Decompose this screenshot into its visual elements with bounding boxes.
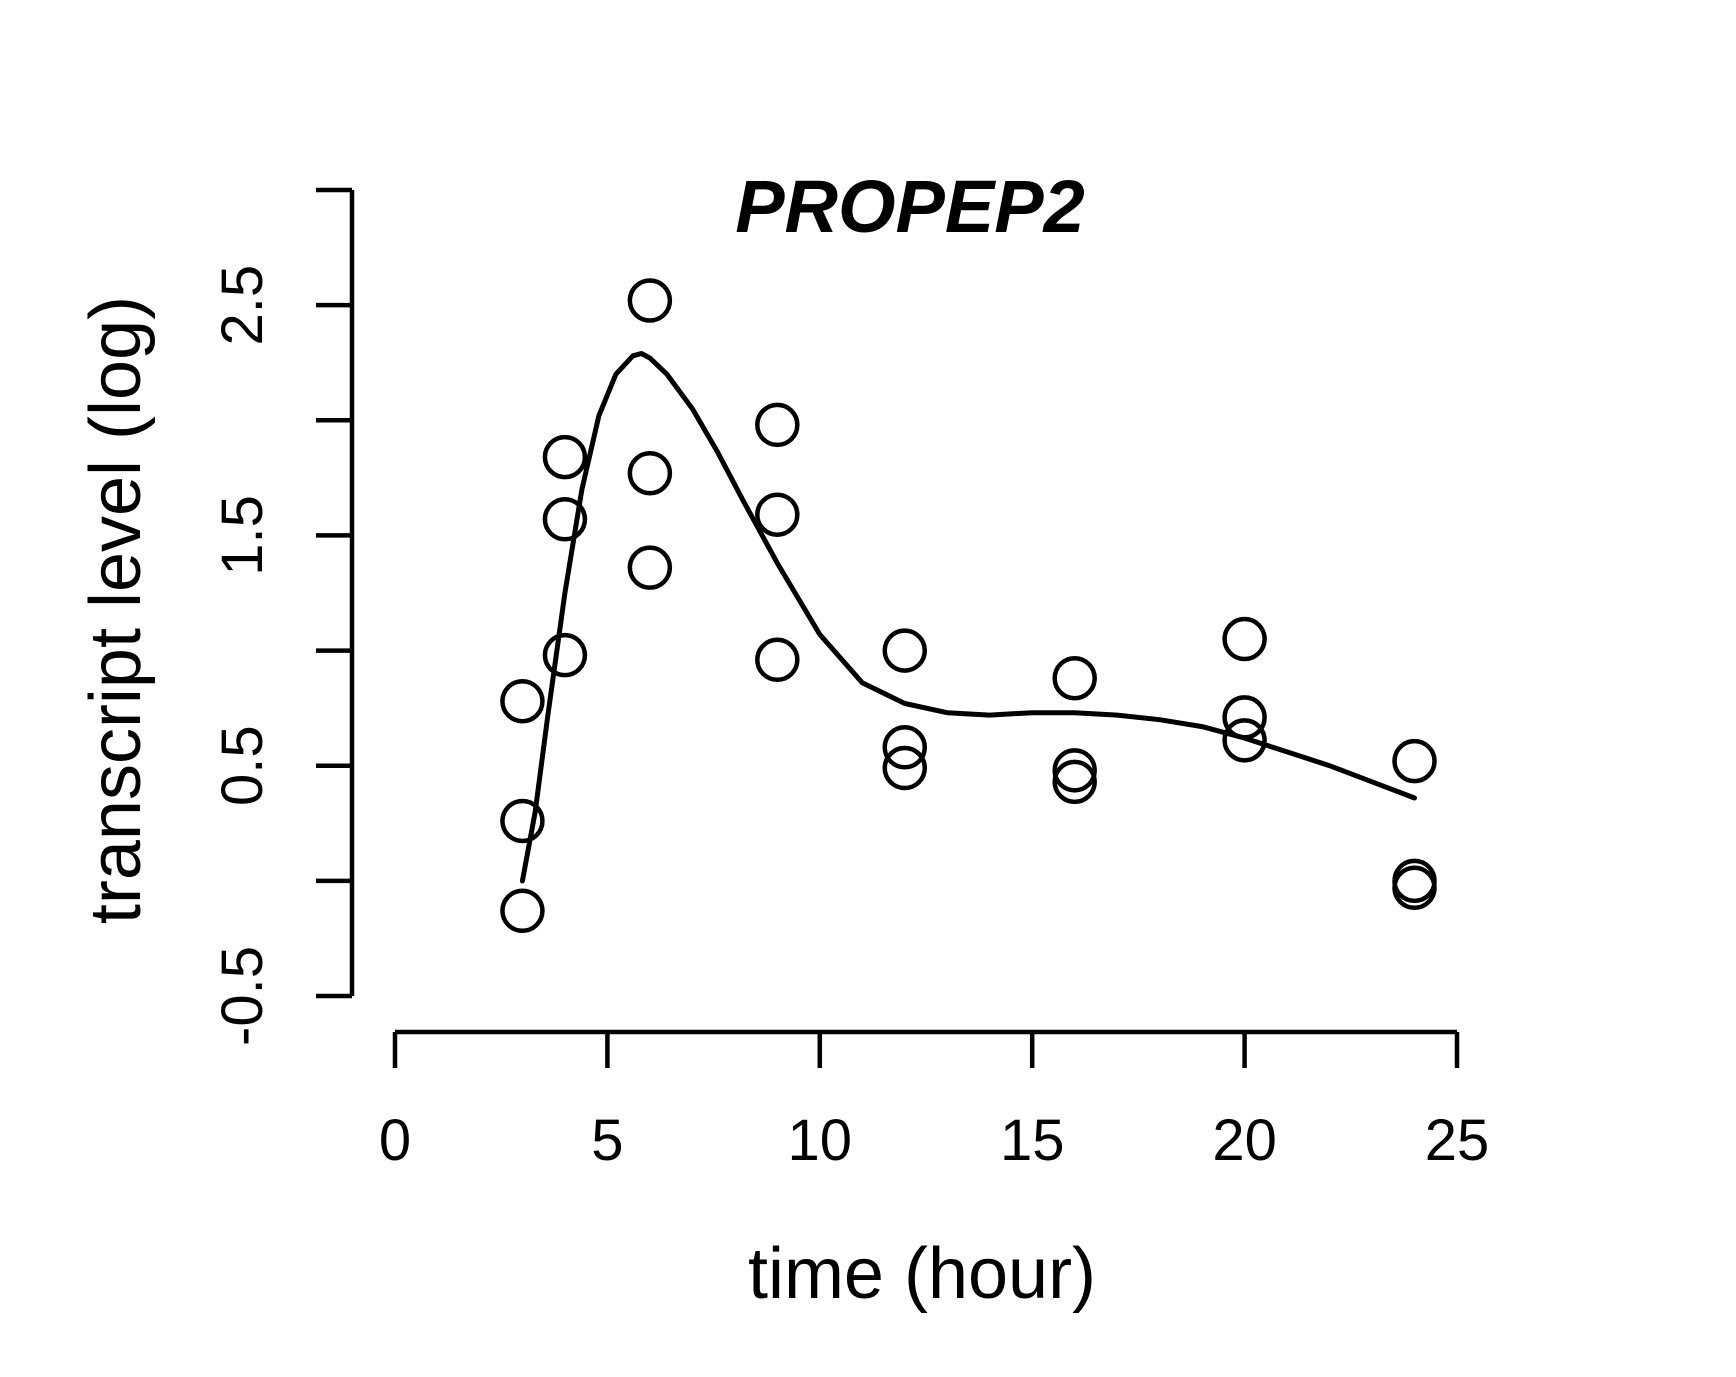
data-point [755,402,800,448]
data-point [542,632,588,678]
data-point [500,678,545,724]
data-point [882,628,928,673]
x-tick-label: 5 [591,1108,623,1173]
data-point [627,545,673,590]
x-tick-label: 15 [1000,1108,1065,1173]
y-tick-label: -0.5 [210,946,275,1046]
data-point [500,798,545,844]
data-point [1222,695,1267,740]
fitted-curve [519,351,1417,884]
data-point [882,725,928,770]
data-point [542,497,588,542]
x-tick-label: 25 [1425,1108,1490,1173]
data-point [542,434,588,480]
y-tick-label: 0.5 [210,725,275,806]
x-axis-title: time (hour) [748,1234,1096,1314]
y-axis-ticks: -0.5 0.5 1.5 2.5 [210,187,352,1046]
data-point [1052,655,1097,701]
data-point [882,745,928,791]
y-axis-title: transcript level (log) [76,296,156,924]
data-point [1222,616,1267,662]
x-tick-label: 10 [788,1108,853,1173]
y-tick-label: 2.5 [210,265,275,346]
data-points [500,278,1437,934]
x-axis-ticks: 0 5 10 15 20 25 [379,1032,1489,1173]
data-point [627,278,673,323]
data-point [755,492,800,537]
data-point [500,888,545,934]
data-point [1052,748,1097,793]
data-point [627,451,673,496]
chart-title: PROPEP2 [735,165,1085,248]
x-tick-label: 20 [1212,1108,1277,1173]
data-point [1392,738,1437,784]
y-tick-label: 1.5 [210,495,275,576]
data-point [1392,858,1437,904]
data-point [1052,759,1097,805]
data-point [755,637,800,683]
x-tick-label: 0 [379,1108,411,1173]
data-point [1222,718,1267,763]
